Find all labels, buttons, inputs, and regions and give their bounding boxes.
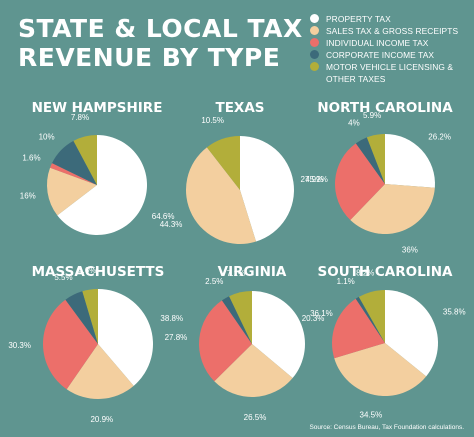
pie-slice-motor-vehicle [366, 134, 385, 184]
data-label: 4% [348, 118, 360, 127]
legend-swatch [310, 14, 319, 23]
data-label: 10.5% [201, 116, 224, 125]
data-label: 7.8% [71, 113, 89, 122]
chart-title: SOUTH CAROLINA [318, 264, 454, 280]
pie-slice-corporate-income-tax [221, 296, 252, 344]
data-label: 36% [402, 245, 418, 254]
pie-slice-motor-vehicle [206, 136, 240, 190]
pie-slice-corporate-income-tax [355, 296, 385, 343]
pie-slice-property-tax [98, 288, 154, 386]
data-label: 35.8% [443, 308, 466, 317]
pie-chart: NEW HAMPSHIRE 64.6% 16% 1.6% 10% 7.8% [20, 100, 175, 236]
legend-label: MOTOR VEHICLE LICENSING & OTHER TAXES [326, 62, 454, 84]
data-label: 7.1% [227, 269, 245, 278]
legend-swatch [310, 62, 319, 71]
data-label: 5.5% [54, 273, 72, 282]
pie-slice-sales-tax [214, 344, 293, 397]
pie-chart: NORTH CAROLINA 26.2% 36% 27.9% 4%5.9% [301, 100, 454, 254]
pie-slice-motor-vehicle [73, 135, 97, 185]
pie-chart: VIRGINIA 36.1% 26.5% 27.8% 2.5% 7.1% [165, 264, 333, 422]
pie-slice-motor-vehicle [229, 291, 252, 344]
legend-swatch [310, 26, 319, 35]
data-label: 10% [39, 132, 55, 141]
pie-slice-property-tax [385, 134, 436, 188]
pie-slice-property-tax [240, 136, 294, 242]
chart-title: VIRGINIA [218, 264, 287, 280]
data-label: 20.3% [302, 314, 325, 323]
legend-swatch [310, 38, 319, 47]
pie-slice-sales-tax [334, 343, 427, 396]
pie-slice-sales-tax [350, 184, 435, 235]
legend-item-sales-tax: SALES TAX & GROSS RECEIPTS [308, 25, 474, 37]
data-label: 27.9% [301, 175, 324, 184]
legend-label: SALES TAX & GROSS RECEIPTS [326, 26, 459, 36]
legend-label: PROPERTY TAX [326, 14, 391, 24]
pie-slice-motor-vehicle [358, 290, 385, 343]
data-label: 16% [20, 192, 36, 201]
chart-title: MASSACHUSETTS [32, 264, 165, 280]
chart-title: TEXAS [215, 100, 264, 116]
data-label: 26.5% [244, 413, 267, 422]
pie-slice-sales-tax [46, 167, 97, 216]
legend-label: CORPORATE INCOME TAX [326, 50, 435, 60]
data-label: 45.2% [305, 175, 328, 184]
data-label: 4.6% [78, 266, 96, 275]
data-label: 38.8% [160, 314, 183, 323]
pie-slice-corporate-income-tax [65, 291, 98, 344]
legend-label: INDIVIDUAL INCOME TAX [326, 38, 429, 48]
page-title: STATE & LOCAL TAX REVENUE BY TYPE [18, 14, 303, 72]
data-label: 36.1% [310, 309, 333, 318]
data-label: 5.9% [363, 111, 381, 120]
pie-slice-property-tax [385, 290, 438, 377]
data-label: 1.1% [337, 277, 355, 286]
pie-slice-motor-vehicle [82, 289, 98, 344]
data-label: 2.5% [205, 277, 223, 286]
legend-item-individual-income-tax: INDIVIDUAL INCOME TAX [308, 37, 474, 49]
chart-title: NEW HAMPSHIRE [32, 100, 163, 116]
pie-chart: SOUTH CAROLINA 35.8% 34.5% 20.3% 1.1%8.2% [302, 264, 466, 420]
pie-slice-individual-income-tax [50, 163, 97, 185]
data-label: 1.6% [22, 154, 40, 163]
pie-chart: TEXAS 45.2% 44.3% 10.5% [160, 100, 328, 244]
data-label: 27.8% [165, 333, 188, 342]
pie-slice-property-tax [57, 135, 147, 236]
pie-slice-corporate-income-tax [52, 140, 97, 185]
pie-slice-individual-income-tax [198, 300, 252, 382]
data-label: 64.6% [152, 212, 175, 221]
data-label: 44.3% [160, 220, 183, 229]
legend-swatch [310, 50, 319, 59]
legend-item-corporate-income-tax: CORPORATE INCOME TAX [308, 49, 474, 61]
pie-slice-property-tax [252, 291, 305, 379]
pie-slice-individual-income-tax [332, 298, 385, 359]
legend-item-motor-vehicle: MOTOR VEHICLE LICENSING & OTHER TAXES [308, 61, 474, 85]
source-note: Source: Census Bureau, Tax Foundation ca… [309, 424, 464, 431]
data-label: 26.2% [428, 132, 451, 141]
pie-slice-individual-income-tax [335, 143, 385, 221]
chart-title: NORTH CAROLINA [317, 100, 453, 116]
legend: PROPERTY TAX SALES TAX & GROSS RECEIPTS … [308, 13, 474, 85]
data-label: 20.9% [90, 415, 113, 424]
pie-slice-sales-tax [66, 344, 134, 400]
data-label: 34.5% [360, 411, 383, 420]
data-label: 30.3% [8, 341, 31, 350]
pie-slice-sales-tax [185, 147, 257, 244]
legend-item-property-tax: PROPERTY TAX [308, 13, 474, 25]
pie-chart: MASSACHUSETTS 38.8% 20.9% 30.3% 5.5% 4.6% [8, 264, 183, 424]
data-label: 8.2% [356, 268, 374, 277]
pie-slice-individual-income-tax [43, 299, 98, 390]
pie-slice-corporate-income-tax [355, 137, 385, 184]
